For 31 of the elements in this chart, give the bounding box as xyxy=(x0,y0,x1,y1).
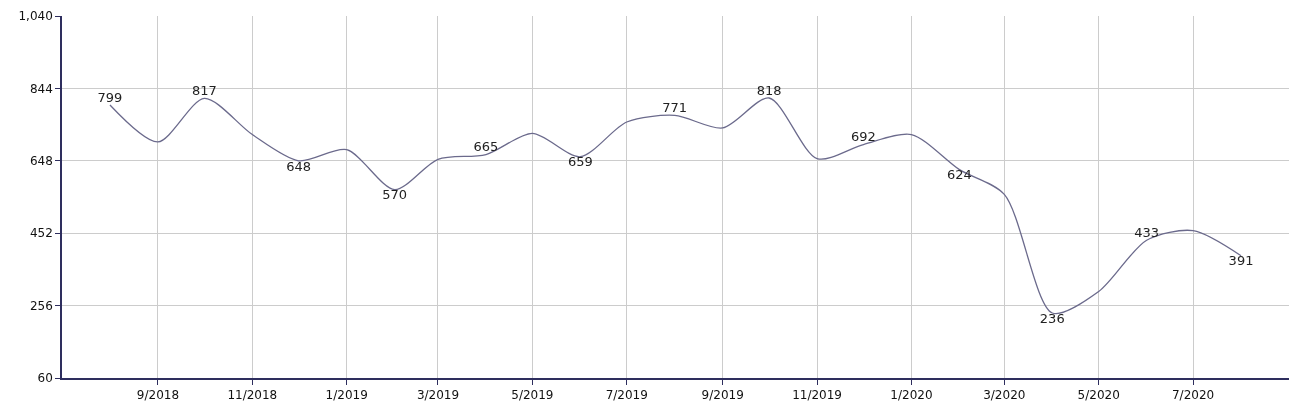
data-label: 817 xyxy=(191,83,217,99)
data-label: 433 xyxy=(1134,224,1160,240)
data-label: 771 xyxy=(662,100,688,116)
x-tick-label: 3/2019 xyxy=(416,388,460,403)
x-tick-label: 5/2020 xyxy=(1077,388,1120,403)
data-label: 570 xyxy=(382,187,408,203)
data-label: 659 xyxy=(567,154,593,170)
data-label: 799 xyxy=(97,89,123,105)
data-label: 648 xyxy=(286,158,312,174)
x-tick-label: 9/2018 xyxy=(136,388,180,403)
x-tick-label: 11/2018 xyxy=(227,388,278,403)
data-label: 692 xyxy=(851,129,876,145)
x-tick-label: 9/2019 xyxy=(701,388,744,403)
data-label: 818 xyxy=(756,82,782,98)
x-tick-label: 11/2019 xyxy=(792,388,843,403)
x-tick-label: 7/2020 xyxy=(1171,388,1215,403)
y-tick-label: 256 xyxy=(29,298,53,313)
y-tick-label: 1,040 xyxy=(18,9,53,24)
x-tick-label: 5/2019 xyxy=(511,388,554,403)
data-label: 236 xyxy=(1039,310,1065,326)
x-tick-label: 7/2019 xyxy=(605,388,648,403)
y-tick-label: 452 xyxy=(29,226,53,241)
y-tick-label: 844 xyxy=(29,81,53,96)
x-tick-label: 1/2019 xyxy=(325,388,368,403)
y-tick-label: 60 xyxy=(37,371,53,386)
data-label: 624 xyxy=(947,167,972,183)
data-label: 391 xyxy=(1228,253,1254,269)
y-tick-label: 648 xyxy=(29,154,53,168)
x-tick-label: 3/2020 xyxy=(983,388,1026,403)
data-label: 665 xyxy=(473,139,499,155)
x-tick-label: 1/2020 xyxy=(890,388,933,403)
